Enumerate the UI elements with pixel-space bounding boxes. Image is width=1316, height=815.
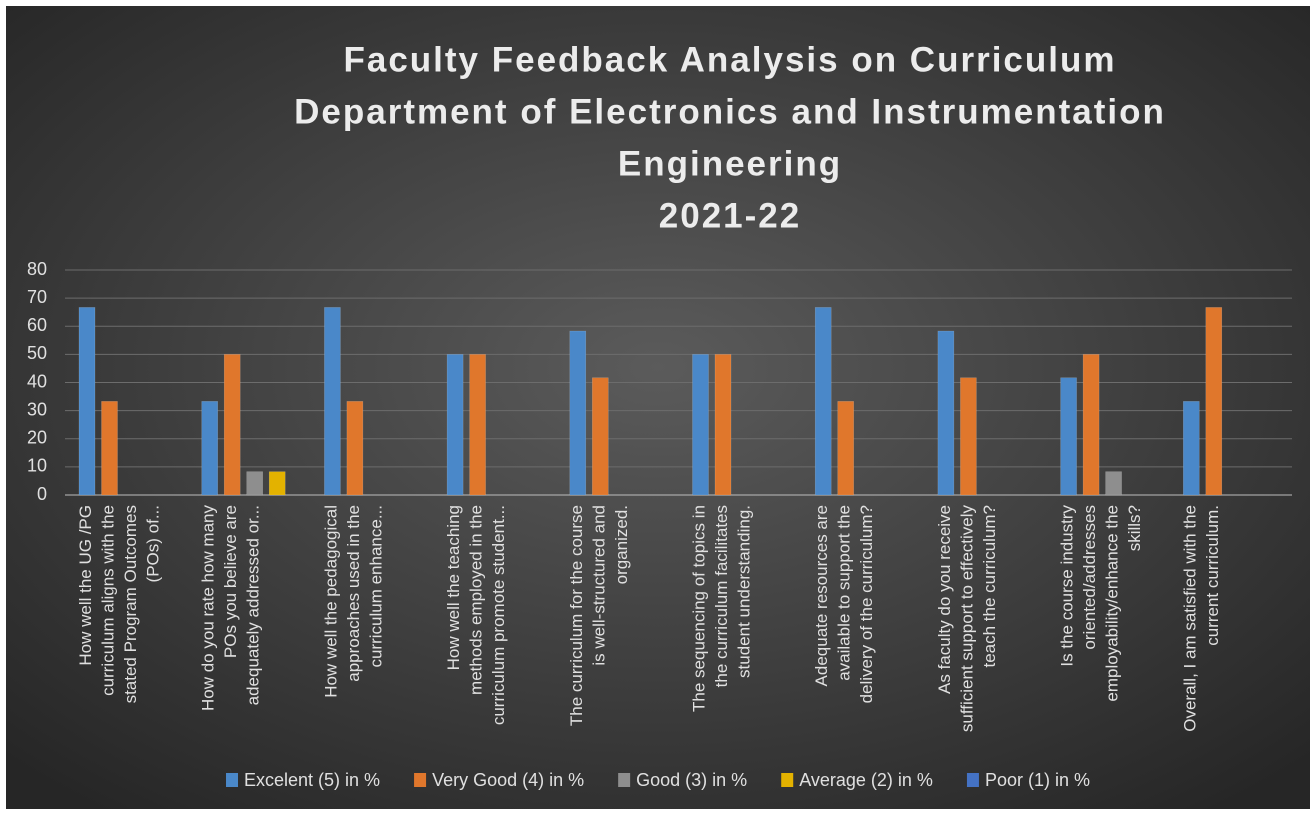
legend-swatch [618, 773, 631, 787]
legend-label: Very Good (4) in % [432, 770, 584, 790]
bar [1205, 307, 1223, 496]
bar [78, 307, 96, 496]
x-tick-label: The curriculum for the course is well-str… [567, 505, 631, 726]
x-tick-label: Adequate resources are available to suppo… [813, 505, 877, 703]
x-tick-label: How well the UG /PG curriculum aligns wit… [76, 505, 163, 703]
chart-title: Faculty Feedback Analysis on Curriculum [343, 40, 1116, 79]
bar [1183, 401, 1200, 496]
legend-swatch [781, 773, 794, 787]
y-tick-label: 40 [27, 371, 47, 391]
y-tick-label: 80 [27, 259, 47, 279]
chart-title: Department of Electronics and Instrument… [294, 92, 1166, 131]
legend-swatch [226, 773, 239, 787]
x-tick-label: How well the pedagogical approaches used … [322, 505, 386, 698]
bar [469, 354, 486, 496]
y-tick-label: 60 [27, 315, 47, 335]
bar [346, 401, 364, 496]
x-tick-label: Overall, I am satisfied with the current … [1181, 505, 1223, 732]
bar [101, 401, 118, 496]
x-tick-label: As faculty do you receive sufficient supp… [935, 505, 999, 733]
bar [937, 330, 955, 496]
chart-title: Engineering [618, 144, 842, 183]
bar [246, 471, 263, 496]
x-tick-label: How well the teaching methods employed in… [445, 505, 509, 725]
bar [1105, 471, 1122, 496]
y-tick-label: 70 [27, 287, 47, 307]
bar [201, 401, 218, 496]
x-tick-label: Is the course industry oriented/addresses… [1058, 505, 1145, 702]
bar [324, 307, 341, 496]
y-tick-label: 30 [27, 399, 47, 419]
legend-label: Good (3) in % [636, 770, 747, 790]
bar [960, 377, 977, 496]
legend-label: Poor (1) in % [985, 770, 1090, 790]
legend-label: Excelent (5) in % [244, 770, 380, 790]
bar [1060, 377, 1077, 496]
bar [1082, 354, 1100, 496]
legend-swatch [414, 773, 427, 787]
y-tick-label: 10 [27, 456, 47, 476]
legend-swatch [966, 773, 979, 787]
bar [569, 330, 587, 496]
chart-title: 2021-22 [659, 196, 801, 235]
bar [268, 471, 286, 496]
legend-label: Average (2) in % [799, 770, 933, 790]
x-tick-label: The sequencing of topics in the curriculu… [690, 505, 754, 712]
y-tick-label: 50 [27, 343, 47, 363]
bar [814, 307, 832, 496]
bar [692, 354, 709, 496]
bar [837, 401, 854, 496]
bar [446, 354, 464, 496]
x-tick-label: How do you rate how many POs you believe … [199, 505, 263, 711]
y-tick-label: 20 [27, 428, 47, 448]
bar [592, 377, 609, 496]
y-tick-label: 0 [37, 484, 47, 504]
bar [714, 354, 732, 496]
bar [223, 354, 241, 496]
